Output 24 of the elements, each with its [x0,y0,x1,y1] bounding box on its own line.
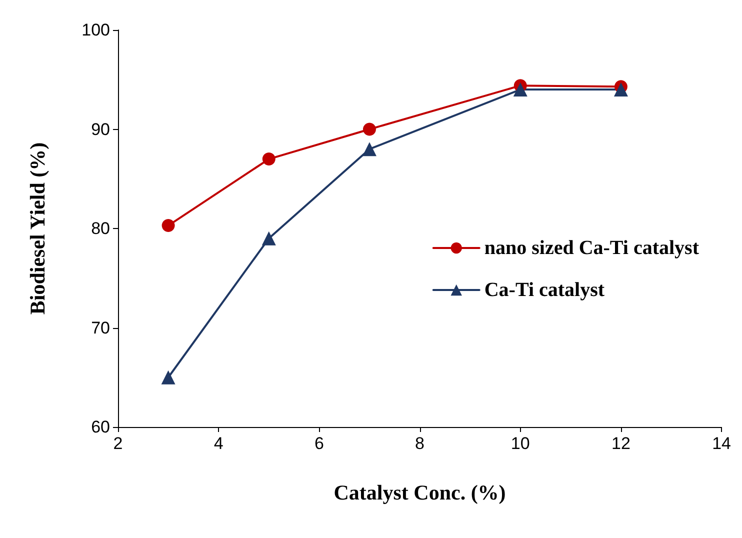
x-axis-title: Catalyst Conc. (%) [334,480,506,504]
x-tick-label: 14 [712,434,732,453]
x-tick-label: 8 [415,434,425,453]
x-tick-label: 4 [214,434,224,453]
y-tick-label: 90 [91,120,110,139]
y-tick-label: 80 [91,219,110,238]
point [362,122,376,136]
point [262,152,276,166]
point [262,231,276,246]
y-tick-label: 100 [82,20,110,40]
point [614,82,628,97]
point [161,370,176,384]
x-tick-label: 12 [611,434,630,453]
y-axis-title: Biodiesel Yield (%) [26,142,50,315]
legend-label: Ca-Ti catalyst [484,279,605,301]
x-tick-label: 10 [510,434,530,453]
y-tick-label: 70 [91,318,110,338]
x-tick-label: 6 [314,434,324,453]
x-tick-label: 2 [113,434,123,453]
point [362,142,376,156]
y-tick-label: 60 [91,418,110,436]
point [162,219,175,232]
point [513,82,528,97]
legend-label: nano sized Ca-Ti catalyst [484,237,700,259]
